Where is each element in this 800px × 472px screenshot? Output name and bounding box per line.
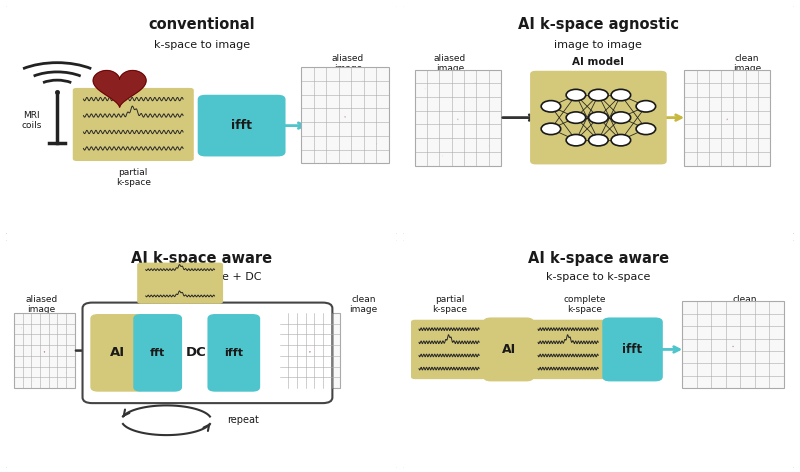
Circle shape (566, 89, 586, 101)
FancyBboxPatch shape (90, 314, 145, 392)
Circle shape (589, 135, 608, 146)
Text: image to image + DC: image to image + DC (142, 272, 262, 282)
FancyBboxPatch shape (5, 5, 398, 235)
FancyBboxPatch shape (682, 302, 784, 388)
FancyBboxPatch shape (684, 70, 770, 166)
FancyBboxPatch shape (134, 314, 182, 392)
FancyBboxPatch shape (530, 320, 606, 379)
Text: complete
k-space: complete k-space (563, 295, 606, 314)
Polygon shape (93, 70, 146, 107)
Text: clean
image: clean image (350, 295, 378, 314)
Text: image to image: image to image (554, 40, 642, 50)
FancyBboxPatch shape (207, 314, 260, 392)
Text: repeat: repeat (227, 415, 259, 425)
Text: AI model: AI model (573, 57, 624, 67)
Circle shape (636, 101, 656, 112)
Text: ifft: ifft (224, 348, 243, 358)
Circle shape (636, 123, 656, 135)
Text: AI k-space aware: AI k-space aware (131, 251, 272, 266)
Text: partial
k-space: partial k-space (116, 168, 150, 187)
Circle shape (589, 112, 608, 123)
Text: clean
image: clean image (730, 295, 759, 314)
Text: AI k-space agnostic: AI k-space agnostic (518, 17, 679, 32)
FancyBboxPatch shape (602, 318, 663, 381)
Text: k-space to image: k-space to image (154, 40, 250, 50)
FancyBboxPatch shape (301, 67, 389, 163)
FancyBboxPatch shape (402, 5, 795, 235)
Text: conventional: conventional (148, 17, 255, 32)
Text: MRI
coils: MRI coils (22, 111, 42, 130)
Text: aliased
image: aliased image (26, 295, 58, 314)
Circle shape (566, 112, 586, 123)
FancyBboxPatch shape (280, 313, 340, 388)
Text: ifft: ifft (622, 343, 642, 356)
Circle shape (541, 123, 561, 135)
FancyBboxPatch shape (415, 70, 501, 166)
Circle shape (611, 135, 630, 146)
FancyBboxPatch shape (73, 88, 194, 161)
Text: AI: AI (502, 343, 516, 356)
Text: fft: fft (150, 348, 166, 358)
FancyBboxPatch shape (14, 313, 74, 388)
Text: AI k-space aware: AI k-space aware (528, 251, 669, 266)
Text: aliased
image: aliased image (332, 54, 364, 73)
FancyBboxPatch shape (137, 262, 223, 304)
Text: DC: DC (186, 346, 206, 359)
FancyBboxPatch shape (402, 239, 795, 469)
Text: k-space to k-space: k-space to k-space (546, 272, 650, 282)
Text: partial
k-space: partial k-space (433, 295, 467, 314)
Circle shape (611, 112, 630, 123)
Circle shape (611, 89, 630, 101)
Text: ifft: ifft (231, 119, 252, 132)
Text: clean
image: clean image (733, 54, 761, 73)
FancyBboxPatch shape (483, 318, 534, 381)
FancyBboxPatch shape (82, 303, 332, 403)
Text: aliased
image: aliased image (434, 54, 466, 73)
FancyBboxPatch shape (530, 71, 666, 164)
Circle shape (566, 135, 586, 146)
Text: AI: AI (110, 346, 126, 359)
FancyBboxPatch shape (411, 320, 487, 379)
Circle shape (541, 101, 561, 112)
Circle shape (589, 89, 608, 101)
FancyBboxPatch shape (198, 95, 286, 156)
FancyBboxPatch shape (5, 239, 398, 469)
